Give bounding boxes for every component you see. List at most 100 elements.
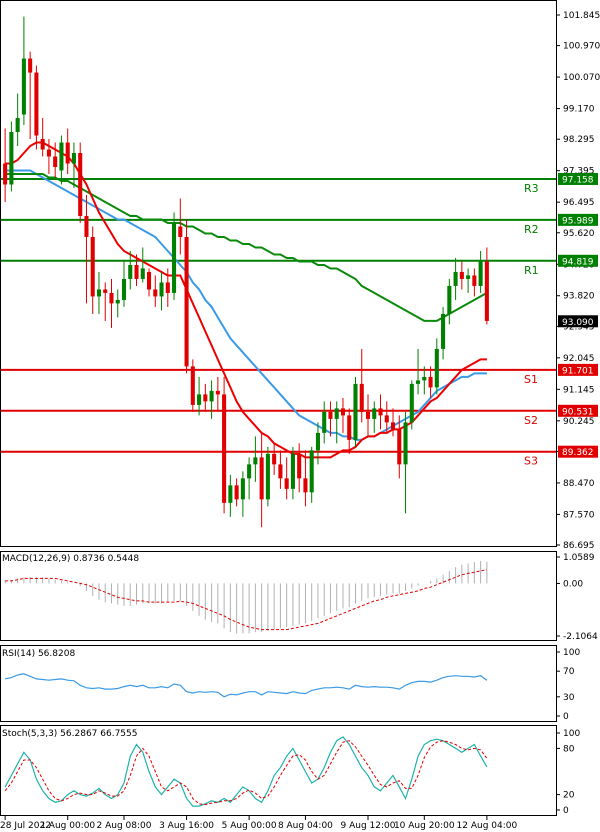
candle-body: [309, 450, 314, 493]
level-value-box: [558, 363, 598, 376]
candle-body: [303, 478, 308, 493]
rsi-layer: [4, 673, 488, 698]
stoch-k-line: [4, 736, 488, 807]
candle-body: [103, 289, 108, 293]
price-tick-label: 95.620: [563, 229, 595, 239]
level-value-text: 94.819: [562, 257, 594, 267]
candle-body: [21, 58, 26, 115]
price-tick-label: 92.945: [563, 322, 595, 332]
price-tick-label: 93.820: [563, 292, 595, 302]
candle-body: [434, 348, 439, 388]
candle-body: [347, 415, 352, 440]
level-value-box: [558, 445, 598, 458]
x-tick-label: 8 Aug 04:00: [278, 821, 333, 831]
macd-tick-label: -2.1064: [563, 632, 598, 642]
macd-signal-line: [5, 569, 487, 631]
candle-body: [184, 236, 189, 367]
candle-body: [240, 478, 245, 500]
x-tick-label: 9 Aug 12:00: [341, 821, 396, 831]
stoch-tick-label: 100: [563, 729, 580, 739]
candle-body: [65, 142, 70, 164]
candle-body: [378, 408, 383, 416]
candle-body: [28, 58, 33, 73]
stoch-label: Stoch(5,3,3) 56.2867 66.7555: [2, 729, 137, 739]
candle-body: [96, 289, 102, 297]
candle-body: [259, 457, 264, 500]
stoch-tick-label: 20: [563, 791, 575, 801]
candle-body: [215, 390, 220, 395]
ma-blue-line: [5, 169, 487, 441]
candle-body: [9, 132, 14, 185]
candle-body: [453, 271, 458, 286]
price-tick-label: 91.145: [563, 385, 595, 395]
price-tick-label: 101.845: [563, 11, 600, 21]
candle-body: [328, 411, 333, 419]
candle-body: [59, 142, 64, 171]
macd-tick-label: 1.0589: [563, 553, 595, 563]
level-label-s2: S2: [524, 414, 538, 427]
price-tick-label: 99.170: [563, 105, 595, 115]
candle-body: [71, 153, 76, 164]
candle-body: [397, 429, 402, 465]
macd-layer: [4, 560, 488, 634]
candle-body: [178, 226, 183, 237]
level-value-text: 97.158: [562, 175, 594, 185]
candle-body: [422, 376, 427, 381]
candle-body: [153, 289, 158, 297]
price-tick-label: 92.045: [563, 354, 595, 364]
rsi-label: RSI(14) 56.8208: [2, 649, 75, 659]
macd-tick-label: 0.00: [563, 579, 583, 589]
level-value-text: 89.362: [562, 448, 594, 458]
candle-body: [197, 394, 202, 405]
candle-body: [203, 394, 208, 402]
level-label-s1: S1: [524, 373, 538, 386]
rsi-line: [4, 673, 488, 698]
price-layer: R3 R2 R1 S1 S2 S3: [1, 16, 556, 528]
candle-body: [53, 156, 58, 168]
candle-body: [128, 264, 133, 279]
candle-body: [447, 285, 452, 314]
candle-body: [278, 464, 283, 479]
candle-body: [78, 153, 83, 216]
candle-body: [159, 282, 164, 297]
candle-body: [209, 390, 214, 402]
price-tick-label: 88.470: [563, 479, 595, 489]
candle-body: [234, 485, 239, 500]
level-value-box: [558, 254, 598, 267]
rsi-tick-label: 70: [563, 667, 575, 677]
level-value-box: [558, 172, 598, 185]
candle-body: [165, 282, 170, 293]
candle-body: [190, 366, 195, 405]
candle-body: [222, 394, 227, 503]
candle-body: [228, 485, 233, 503]
rsi-panel: [0, 645, 557, 722]
axis-layer: 101.845100.970100.07099.17098.29597.3959…: [0, 11, 600, 831]
price-tick-label: 100.070: [563, 73, 600, 83]
candle-body: [372, 408, 377, 419]
candle-body: [459, 271, 464, 279]
level-value-text: 95.989: [562, 216, 594, 226]
x-tick-label: 5 Aug 00:00: [222, 821, 277, 831]
candle-body: [428, 376, 433, 388]
level-label-s3: S3: [524, 455, 538, 468]
price-tick-label: 86.695: [563, 541, 595, 551]
candle-body: [315, 432, 320, 451]
x-tick-label: 3 Aug 16:00: [159, 821, 214, 831]
macd-label: MACD(12,26,9) 0.8736 0.5448: [2, 554, 139, 564]
candle-body: [353, 383, 358, 440]
candle-body: [390, 422, 396, 430]
candle-body: [272, 453, 277, 465]
candle-body: [253, 457, 258, 465]
candle-body: [265, 453, 270, 500]
candle-body: [365, 411, 371, 419]
candle-body: [403, 422, 408, 465]
price-tick-label: 90.245: [563, 417, 595, 427]
candle-body: [466, 275, 471, 279]
stoch-layer: [4, 736, 488, 807]
candle-body: [322, 411, 327, 433]
level-value-text: 90.531: [562, 407, 594, 417]
price-tick-label: 98.295: [563, 135, 595, 145]
candle-body: [146, 271, 152, 290]
price-tick-label: 87.570: [563, 510, 595, 520]
candle-body: [140, 268, 145, 279]
